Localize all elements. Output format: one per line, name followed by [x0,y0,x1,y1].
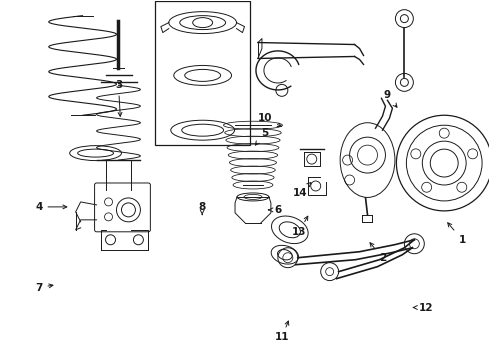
Text: 13: 13 [292,216,308,237]
Text: 2: 2 [370,243,386,263]
Text: 5: 5 [255,128,269,145]
Text: 7: 7 [35,283,53,293]
Bar [155,1,250,145]
Text: 4: 4 [35,202,67,212]
Text: 9: 9 [384,90,397,107]
Text: 14: 14 [293,183,311,198]
Text: 12: 12 [413,302,434,312]
Text: 6: 6 [269,205,281,215]
Text: 10: 10 [258,113,281,126]
Text: 8: 8 [198,202,206,215]
Text: 11: 11 [274,321,289,342]
Text: 3: 3 [115,80,122,116]
Text: 1: 1 [448,223,466,245]
